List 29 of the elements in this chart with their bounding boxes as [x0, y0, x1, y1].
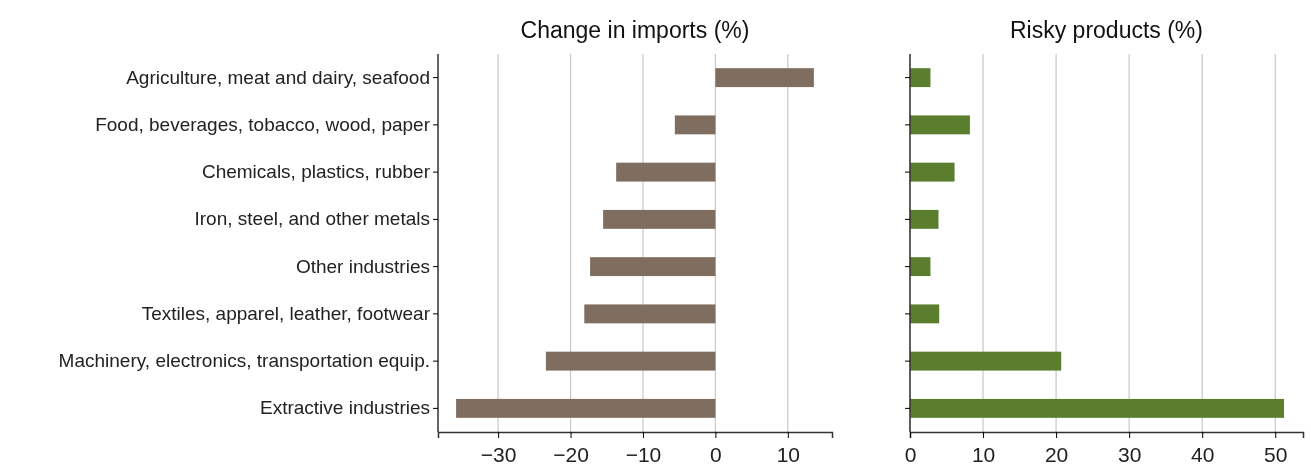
x-tick-label: 0 — [904, 443, 917, 466]
x-tick-label: −10 — [625, 443, 662, 466]
bar — [910, 115, 970, 135]
y-tick-label: Agriculture, meat and dairy, seafood — [126, 66, 430, 88]
x-tick-label: 10 — [971, 443, 996, 466]
x-tick-label: −20 — [553, 443, 589, 466]
x-tick-label: 40 — [1191, 443, 1215, 466]
y-tick-label: Food, beverages, tobacco, wood, paper — [95, 113, 431, 135]
y-tick-label: Extractive industries — [259, 397, 430, 419]
bar — [910, 351, 1062, 371]
x-tick-label: 30 — [1117, 443, 1142, 466]
bar — [910, 209, 939, 229]
x-tick-label: 10 — [776, 443, 800, 466]
bar — [910, 304, 940, 324]
y-tick-label: Chemicals, plastics, rubber — [201, 161, 431, 183]
y-tick-label: Other industries — [295, 255, 430, 277]
bar — [910, 68, 931, 88]
bar — [910, 257, 931, 277]
bar — [910, 398, 1285, 418]
x-tick-label: 0 — [710, 443, 722, 466]
y-tick-label: Iron, steel, and other metals — [194, 208, 430, 230]
x-tick-label: 50 — [1264, 443, 1288, 466]
y-tick-label: Machinery, electronics, transportation equip. — [58, 350, 430, 372]
bar — [910, 162, 955, 182]
x-tick-label: −30 — [480, 443, 517, 466]
chart-title: Risky products (%) — [1010, 17, 1203, 43]
chart-title: Change in imports (%) — [520, 17, 750, 43]
x-tick-label: 20 — [1044, 443, 1069, 466]
y-tick-label: Textiles, apparel, leather, footwear — [141, 302, 431, 324]
